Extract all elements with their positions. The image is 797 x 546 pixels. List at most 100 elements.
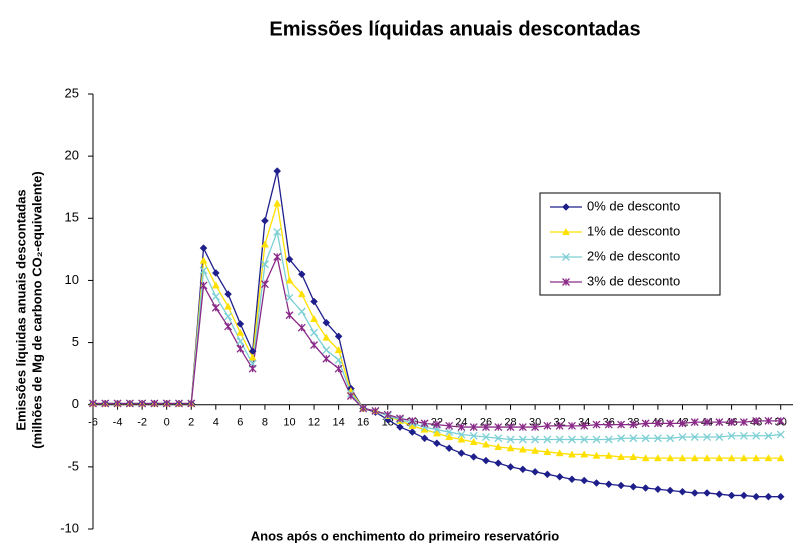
point-marker	[654, 485, 662, 494]
point-marker	[383, 410, 392, 419]
point-marker	[641, 419, 650, 428]
y-tick-label: 10	[65, 272, 79, 287]
legend-box	[539, 192, 721, 296]
y-axis-label-line: Emissões líquidas anuais descontadas	[13, 189, 28, 430]
point-marker	[715, 433, 724, 441]
point-marker	[727, 491, 736, 500]
point-marker	[518, 465, 527, 474]
point-marker	[580, 476, 589, 485]
point-marker	[260, 280, 269, 289]
point-marker	[555, 472, 564, 481]
chart-title: Emissões líquidas anuais descontadas	[269, 18, 640, 40]
point-marker	[715, 418, 724, 427]
point-marker	[211, 281, 220, 289]
point-marker	[727, 418, 736, 427]
point-marker	[543, 447, 552, 455]
point-marker	[567, 435, 576, 444]
point-marker	[666, 486, 675, 495]
point-marker	[482, 456, 490, 465]
point-marker	[482, 423, 490, 432]
point-marker	[334, 346, 343, 354]
x-tick-label: -2	[137, 417, 147, 429]
point-marker	[236, 320, 245, 328]
legend-marker	[562, 253, 570, 261]
point-marker	[531, 435, 540, 444]
point-marker	[273, 167, 282, 175]
point-marker	[641, 434, 650, 443]
point-marker	[555, 421, 564, 430]
y-axis-label-line: (milhões de Mg de carbono CO₂-equivalent…	[29, 171, 44, 448]
point-marker	[420, 423, 429, 432]
x-tick-label: 28	[504, 417, 516, 429]
point-marker	[297, 290, 306, 298]
point-marker	[408, 416, 417, 425]
point-marker	[420, 434, 429, 443]
point-marker	[432, 429, 441, 437]
x-tick-label: 26	[480, 417, 492, 429]
legend-label: 2% de desconto	[587, 248, 680, 263]
point-marker	[568, 475, 576, 484]
point-marker	[518, 423, 527, 432]
point-marker	[445, 421, 454, 430]
point-marker	[334, 356, 343, 364]
point-marker	[617, 452, 625, 460]
legend-marker	[562, 203, 570, 211]
point-marker	[150, 399, 159, 408]
point-marker	[543, 435, 552, 444]
x-tick-label: 24	[455, 417, 467, 429]
point-marker	[445, 444, 453, 453]
x-tick-label: 30	[529, 417, 541, 429]
point-marker	[641, 484, 650, 492]
point-marker	[469, 431, 478, 440]
x-tick-label: -4	[113, 417, 123, 429]
point-marker	[531, 467, 539, 476]
point-marker	[776, 416, 785, 425]
point-marker	[690, 418, 699, 427]
point-marker	[703, 433, 711, 441]
point-marker	[739, 418, 748, 427]
point-marker	[457, 449, 466, 458]
point-marker	[604, 420, 613, 429]
point-marker	[199, 244, 208, 252]
point-marker	[494, 434, 503, 443]
x-axis-label: Anos após o enchimento do primeiro reser…	[251, 528, 560, 543]
point-marker	[580, 435, 589, 444]
point-marker	[125, 399, 134, 408]
point-marker	[457, 435, 466, 443]
point-marker	[101, 399, 110, 408]
point-marker	[297, 323, 306, 332]
point-marker	[653, 454, 662, 462]
point-marker	[494, 459, 503, 467]
point-marker	[506, 435, 515, 444]
point-marker	[285, 311, 294, 320]
point-marker	[666, 419, 675, 428]
x-tick-label: 12	[308, 417, 320, 429]
point-marker	[346, 392, 355, 400]
point-marker	[297, 270, 306, 279]
point-marker	[310, 297, 318, 306]
point-marker	[690, 433, 699, 441]
y-tick-label: 15	[65, 210, 79, 225]
point-marker	[555, 449, 564, 457]
point-marker	[690, 489, 699, 497]
point-marker	[703, 454, 711, 462]
point-marker	[162, 399, 171, 408]
point-marker	[641, 454, 650, 462]
point-marker	[752, 416, 761, 425]
point-marker	[752, 454, 761, 462]
point-marker	[764, 431, 773, 440]
point-marker	[752, 431, 761, 440]
y-tick-label: 20	[65, 148, 79, 163]
point-marker	[371, 406, 380, 415]
point-marker	[543, 470, 552, 479]
point-marker	[494, 442, 503, 451]
point-marker	[604, 451, 613, 459]
point-marker	[580, 450, 589, 458]
point-marker	[703, 418, 711, 427]
point-marker	[580, 421, 589, 430]
y-tick-label: -5	[67, 458, 79, 473]
point-marker	[776, 492, 785, 501]
point-marker	[408, 428, 417, 436]
point-marker	[248, 364, 257, 373]
